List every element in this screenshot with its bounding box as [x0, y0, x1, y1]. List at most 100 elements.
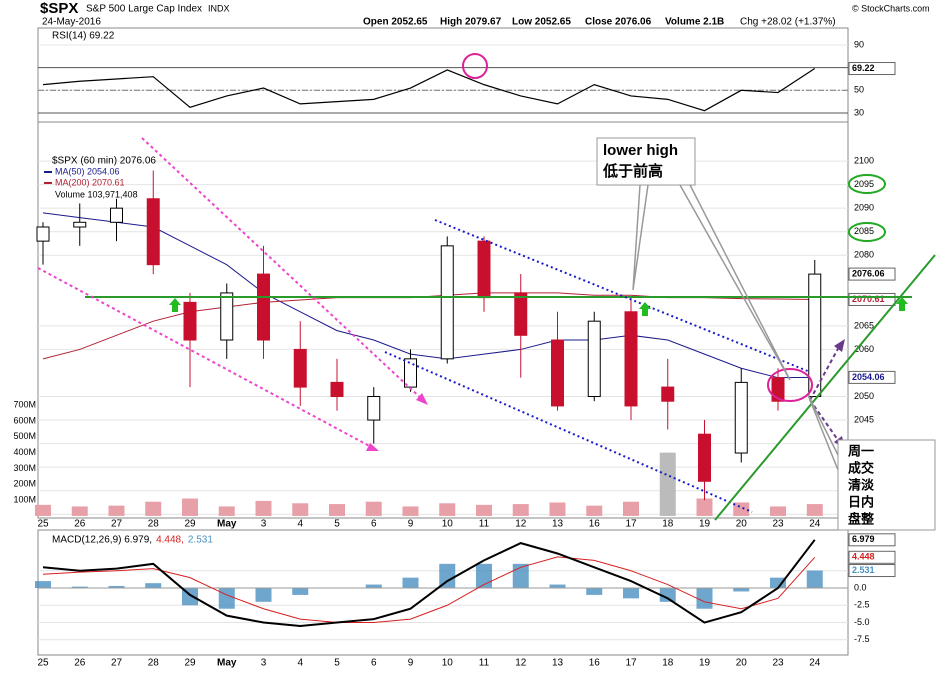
- value-tag-box: [848, 564, 896, 578]
- y-tick-label: -7.5: [854, 634, 870, 644]
- y-tick-label: 90: [854, 39, 864, 49]
- x-tick-label: 19: [699, 519, 711, 530]
- x-tick-label: 23: [772, 658, 784, 669]
- candle-body: [734, 381, 748, 454]
- histogram-bar: [35, 581, 51, 589]
- x-tick-label: 9: [408, 658, 414, 669]
- open: Open 2052.65: [363, 17, 428, 28]
- x-tick-label: 27: [111, 658, 123, 669]
- histogram-bar: [292, 588, 309, 595]
- histogram-bar: [255, 588, 272, 602]
- volume-tick-label: 100M: [13, 494, 36, 504]
- x-tick-label: 11: [479, 658, 490, 669]
- volume-bar: [586, 505, 603, 516]
- callout-box: [596, 137, 696, 186]
- volume-bar: [696, 498, 713, 516]
- callout-text: lower high: [603, 142, 678, 159]
- level-circle: [848, 222, 886, 242]
- y-tick-label: -2.5: [854, 600, 870, 610]
- value-tag-box: [848, 533, 896, 547]
- index-name: S&P 500 Large Cap Index: [86, 4, 202, 15]
- volume-bar: [549, 502, 566, 516]
- close: Close 2076.06: [585, 17, 652, 28]
- histogram-bar: [733, 588, 750, 592]
- value-tag: 6.979: [852, 534, 875, 544]
- y-tick-label: 30: [854, 107, 864, 117]
- arrow-head: [366, 443, 379, 451]
- volume-bar: [806, 504, 823, 516]
- purple-arrow: [809, 399, 841, 444]
- y-tick-label: 2050: [854, 391, 874, 401]
- x-tick-label: 6: [371, 658, 377, 669]
- legend: $SPX (60 min) 2076.06: [52, 156, 156, 167]
- x-tick-label: 4: [297, 658, 303, 669]
- histogram-bar: [365, 584, 382, 589]
- candle-body: [661, 386, 675, 402]
- date: 24-May-2016: [42, 17, 101, 28]
- candle-body: [624, 311, 638, 407]
- pink-trend: [37, 267, 376, 450]
- value-tag: 2076.06: [852, 268, 885, 278]
- x-tick-label: 27: [111, 519, 123, 530]
- volume-bar: [770, 506, 786, 516]
- x-tick-label: 3: [261, 519, 267, 530]
- legend: 4.448,: [156, 535, 184, 546]
- exchange: INDX: [208, 3, 230, 13]
- x-tick-label: 17: [625, 658, 637, 669]
- volume-bar: [512, 504, 529, 516]
- candle-body: [293, 348, 307, 388]
- candle-body: [257, 273, 270, 341]
- y-tick-label: 50: [854, 85, 864, 95]
- callout-box: [837, 439, 936, 531]
- candle-body: [330, 381, 344, 398]
- volume-bar: [292, 503, 309, 516]
- copyright: © StockCharts.com: [852, 3, 930, 13]
- histogram-bar: [623, 588, 639, 599]
- histogram-bar: [586, 588, 603, 595]
- volume-tick-label: 200M: [13, 479, 36, 489]
- histogram-bar: [512, 563, 529, 589]
- arrow-head: [834, 339, 845, 352]
- callout-pointer: [632, 184, 649, 291]
- legend: MACD(12,26,9) 6.979,: [52, 535, 152, 546]
- candle-body: [477, 240, 491, 299]
- y-tick-label: 2065: [854, 320, 874, 330]
- value-tag: 4.448: [852, 552, 875, 562]
- x-tick-label: May: [217, 519, 237, 530]
- y-tick-label: 2045: [854, 414, 874, 424]
- callout-text: 成交: [848, 460, 874, 475]
- x-tick-label: 26: [74, 658, 86, 669]
- x-tick-label: 28: [148, 658, 160, 669]
- x-tick-label: 16: [589, 519, 601, 530]
- pink-trend: [141, 137, 426, 403]
- y-tick-label: 2100: [854, 155, 874, 165]
- legend: RSI(14) 69.22: [52, 31, 115, 42]
- value-tag: 2054.06: [852, 372, 885, 382]
- callout-text: 周一: [848, 443, 874, 458]
- candle-body: [551, 339, 564, 407]
- histogram-bar: [770, 577, 786, 589]
- x-tick-label: 3: [261, 658, 267, 669]
- histogram-bar: [806, 570, 823, 589]
- histogram-bar: [549, 584, 566, 589]
- legend: MA(200) 2070.61: [55, 177, 125, 187]
- legend: Volume 103,971,408: [55, 189, 138, 199]
- candle-body: [771, 377, 785, 402]
- volume-tick-label: 500M: [13, 431, 36, 441]
- histogram-bar: [108, 585, 125, 589]
- low: Low 2052.65: [512, 17, 571, 28]
- candle-body: [183, 301, 197, 341]
- x-tick-label: 25: [37, 519, 49, 530]
- x-tick-label: 18: [662, 658, 674, 669]
- histogram-bar: [218, 588, 235, 609]
- volume-bar: [623, 501, 639, 516]
- highlight-circle: [767, 368, 813, 402]
- x-tick-label: 6: [371, 519, 377, 530]
- x-tick-label: 9: [408, 519, 414, 530]
- x-tick-label: 5: [334, 519, 340, 530]
- macd-frame: [37, 529, 849, 656]
- volume-bar: [439, 503, 456, 516]
